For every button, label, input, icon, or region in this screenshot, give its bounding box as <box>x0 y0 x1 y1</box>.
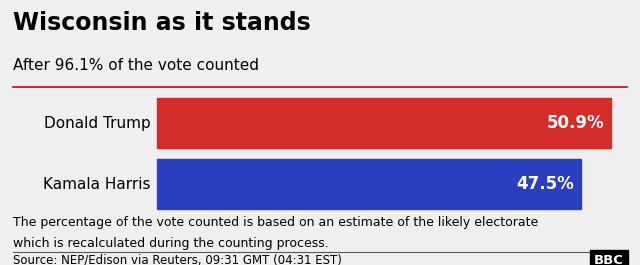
Text: Wisconsin as it stands: Wisconsin as it stands <box>13 11 310 35</box>
Text: BBC: BBC <box>594 254 624 265</box>
Text: The percentage of the vote counted is based on an estimate of the likely elector: The percentage of the vote counted is ba… <box>13 216 538 229</box>
Text: Kamala Harris: Kamala Harris <box>43 177 150 192</box>
Text: 47.5%: 47.5% <box>516 175 574 193</box>
Text: which is recalculated during the counting process.: which is recalculated during the countin… <box>13 237 328 250</box>
Text: After 96.1% of the vote counted: After 96.1% of the vote counted <box>13 58 259 73</box>
Bar <box>157 159 580 209</box>
Bar <box>157 98 611 148</box>
Text: Source: NEP/Edison via Reuters, 09:31 GMT (04:31 EST): Source: NEP/Edison via Reuters, 09:31 GM… <box>13 254 342 265</box>
Text: Donald Trump: Donald Trump <box>44 116 150 131</box>
Text: 50.9%: 50.9% <box>547 114 605 132</box>
